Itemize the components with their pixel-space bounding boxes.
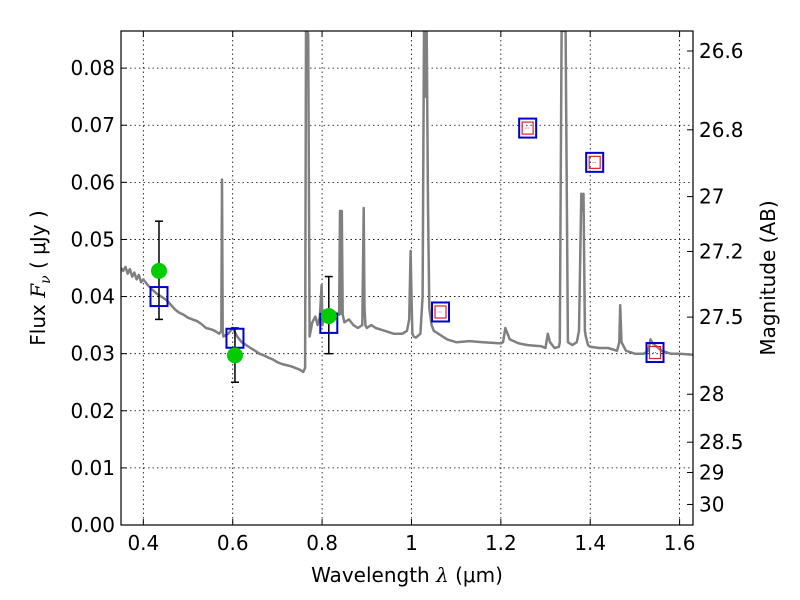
y-axis-subscript: ν [38,275,54,284]
x-axis-units: (μm) [449,563,503,587]
x-axis-symbol: λ [435,563,449,587]
x-tick-label: 1.2 [485,531,517,555]
y-axis-label-prefix: Flux [26,298,50,346]
y-tick-label: 0.07 [70,113,115,137]
mag-tick-label: 27.5 [699,305,744,329]
observed-flux-point [226,347,243,364]
x-tick-label: 1.6 [664,531,696,555]
red-square-marker [648,345,662,360]
y-axis-units: ( μJy ) [26,210,50,275]
marker-layer [149,117,665,383]
mag-tick-label: 26.8 [699,118,744,142]
model-band-square [585,151,605,173]
x-axis-label-prefix: Wavelength [311,563,436,587]
observed-flux-point [320,307,337,324]
red-square-marker [521,121,534,135]
mag-tick-label: 28.5 [699,430,744,454]
x-tick-label: 0.6 [217,531,249,555]
y-axis-label: Flux Fν ( μJy ) [26,210,54,345]
mag-tick-label: 26.6 [699,39,744,63]
y-tick-label: 0.06 [70,170,115,194]
y-axis-symbol: F [26,283,50,299]
x-axis-label: Wavelength λ (μm) [311,563,503,587]
y-tick-label: 0.04 [70,285,115,309]
mag-tick-label: 27.2 [699,239,744,263]
y-tick-label: 0.08 [70,56,115,80]
y-tick-label: 0.02 [70,399,115,423]
mag-tick-label: 30 [699,492,724,516]
y-tick-label: 0.05 [70,227,115,251]
x-tick-label: 0.4 [127,531,159,555]
model-band-square [518,117,538,139]
x-tick-label: 1 [405,531,418,555]
red-square-marker [434,305,447,319]
mag-tick-label: 27 [699,185,724,209]
observed-flux-point [150,262,167,279]
y-tick-label: 0.00 [70,513,115,537]
plot-area [121,31,693,374]
tick-layer: 0.4 0.6 0.8 1 1.2 1.4 1.6 0.00 0.01 0.02 0.03 0.04 0… [70,31,744,555]
mag-tick-label: 28 [699,382,724,406]
model-band-square [431,301,451,323]
model-band-square [645,342,665,364]
plot-frame [120,30,694,526]
model-band-square [149,286,169,308]
y2-axis-label: Magnitude (AB) [756,200,780,355]
y-tick-label: 0.03 [70,342,115,366]
red-square-marker [588,155,601,169]
grid-layer [121,31,693,525]
mag-tick-label: 29 [699,460,724,484]
y-tick-label: 0.01 [70,456,115,480]
model-spectrum-line [121,31,693,374]
x-tick-label: 1.4 [574,531,606,555]
x-tick-label: 0.8 [306,531,338,555]
